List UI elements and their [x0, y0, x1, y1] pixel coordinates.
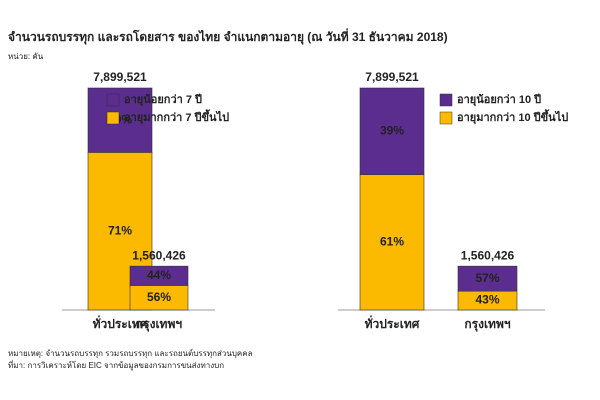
legend-swatch	[439, 93, 453, 107]
bar-segment	[359, 87, 425, 175]
legend-swatch	[106, 111, 120, 125]
legend-label: อายุน้อยกว่า 7 ปี	[124, 93, 202, 107]
value-label: 43%	[475, 293, 499, 307]
x-tick-label: กรุงเทพฯ	[464, 317, 510, 332]
legend-swatch	[439, 111, 453, 125]
value-label: 71%	[108, 223, 132, 237]
bar-segment	[129, 265, 189, 286]
legend-label: อายุมากกว่า 10 ปีขึ้นไป	[457, 109, 568, 125]
note: หมายเหตุ: จำนวนรถบรรทุก รวมรถบรรทุก และร…	[8, 348, 253, 358]
bar-segment	[359, 174, 425, 311]
x-tick-label: ทั่วประเทศ	[93, 315, 148, 331]
chart-title: จำนวนรถบรรทุก และรถโดยสาร ของไทย จำแนกตา…	[8, 28, 448, 45]
x-tick-label: ทั่วประเทศ	[365, 315, 420, 331]
bar-segment	[87, 87, 153, 153]
value-label: 57%	[475, 271, 499, 285]
note: ที่มา: การวิเคราะห์โดย EIC จากข้อมูลของก…	[8, 359, 224, 371]
bar-segment	[457, 265, 518, 292]
legend-label: อายุน้อยกว่า 10 ปี	[457, 93, 541, 107]
value-label: 61%	[380, 234, 404, 248]
total-label: 7,899,521	[365, 70, 419, 84]
chart-subtitle: หน่วย: คัน	[8, 52, 44, 61]
x-tick-label: กรุงเทพฯ	[136, 317, 182, 332]
legend-label: อายุมากกว่า 7 ปีขึ้นไป	[124, 109, 229, 125]
total-label: 1,560,426	[461, 248, 515, 262]
total-label: 1,560,426	[132, 248, 186, 262]
value-label: 56%	[147, 290, 171, 304]
total-label: 7,899,521	[93, 70, 147, 84]
value-label: 39%	[380, 123, 404, 137]
legend-swatch	[106, 93, 120, 107]
value-label: 44%	[147, 268, 171, 282]
bar-segment	[129, 285, 189, 311]
